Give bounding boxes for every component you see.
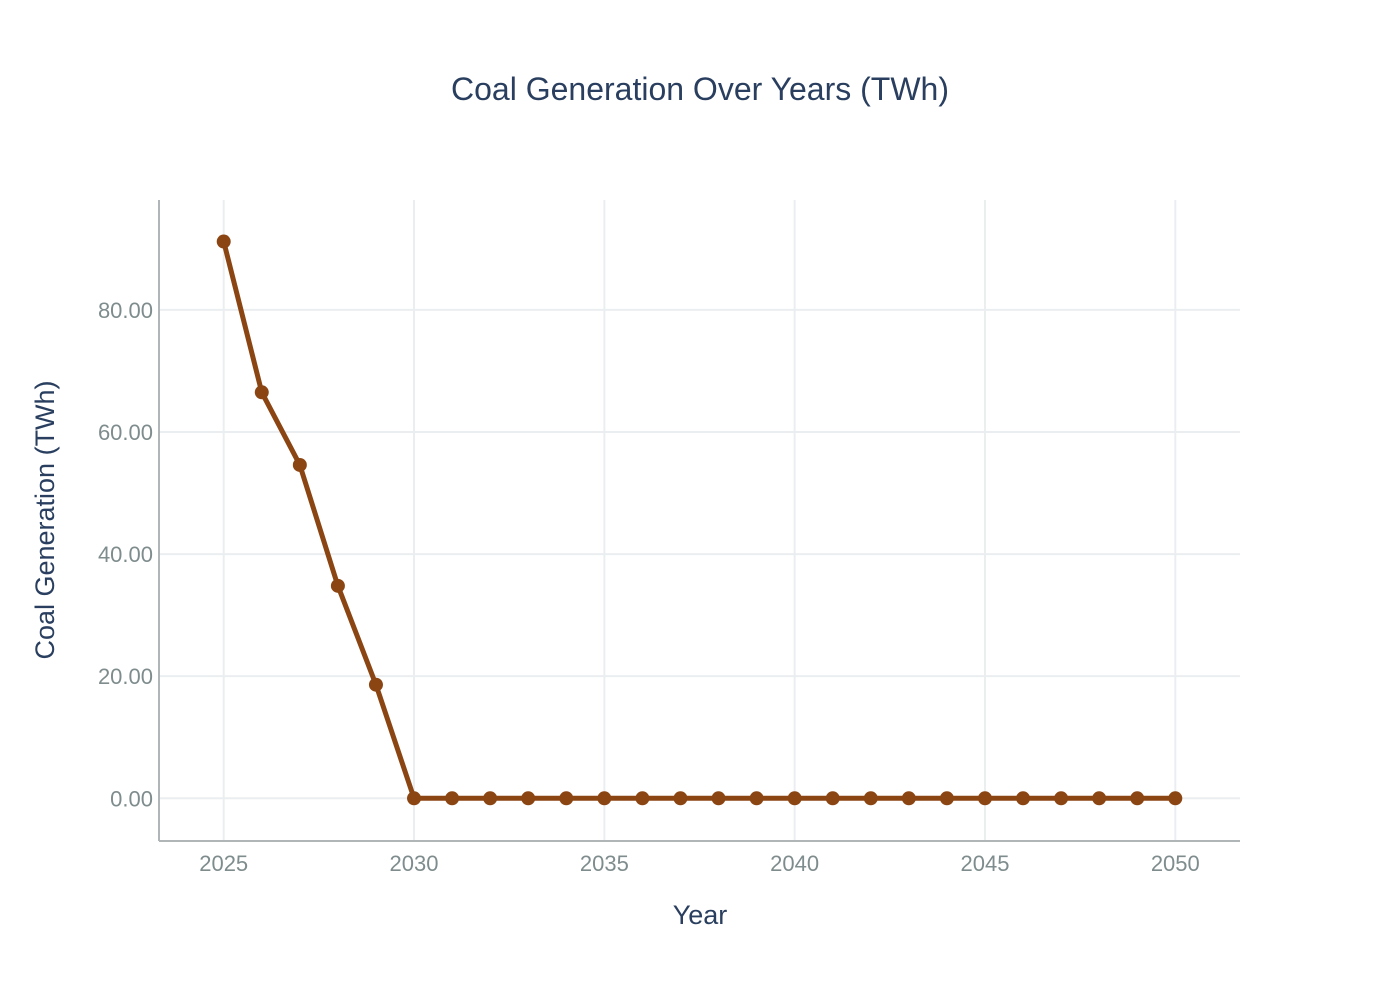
y-tick-label: 60.00	[98, 420, 153, 445]
y-axis-title: Coal Generation (TWh)	[30, 380, 60, 659]
data-point	[673, 791, 688, 806]
grid	[159, 200, 1240, 841]
x-tick-label: 2040	[770, 851, 819, 876]
series-coal-generation	[216, 234, 1183, 806]
data-point	[1130, 791, 1145, 806]
chart-title: Coal Generation Over Years (TWh)	[451, 71, 949, 107]
data-point	[1092, 791, 1107, 806]
data-point	[445, 791, 460, 806]
data-point	[977, 791, 992, 806]
x-tick-label: 2050	[1151, 851, 1200, 876]
y-tick-label: 0.00	[110, 786, 153, 811]
data-point	[368, 677, 383, 692]
data-point	[1016, 791, 1031, 806]
data-point	[825, 791, 840, 806]
data-point	[901, 791, 916, 806]
x-tick-label: 2030	[390, 851, 439, 876]
data-point	[407, 791, 422, 806]
y-tick-label: 40.00	[98, 542, 153, 567]
x-tick-label: 2035	[580, 851, 629, 876]
data-point	[787, 791, 802, 806]
data-point	[483, 791, 498, 806]
data-point	[1054, 791, 1069, 806]
data-point	[254, 385, 269, 400]
data-point	[216, 234, 231, 249]
data-point	[1168, 791, 1183, 806]
x-tick-labels: 2025 2030 2035 2040 2045 2050	[199, 851, 1200, 876]
y-tick-label: 20.00	[98, 664, 153, 689]
data-point	[749, 791, 764, 806]
data-point	[711, 791, 726, 806]
x-tick-label: 2045	[960, 851, 1009, 876]
data-point	[939, 791, 954, 806]
data-point	[635, 791, 650, 806]
x-tick-label: 2025	[199, 851, 248, 876]
data-point	[521, 791, 536, 806]
data-point	[292, 457, 307, 472]
data-point	[330, 578, 345, 593]
data-point	[559, 791, 574, 806]
series-line	[221, 239, 1178, 801]
y-tick-label: 80.00	[98, 298, 153, 323]
data-point	[863, 791, 878, 806]
data-point	[597, 791, 612, 806]
y-tick-labels: 0.00 20.00 40.00 60.00 80.00	[98, 298, 153, 811]
x-axis-title: Year	[673, 900, 728, 930]
